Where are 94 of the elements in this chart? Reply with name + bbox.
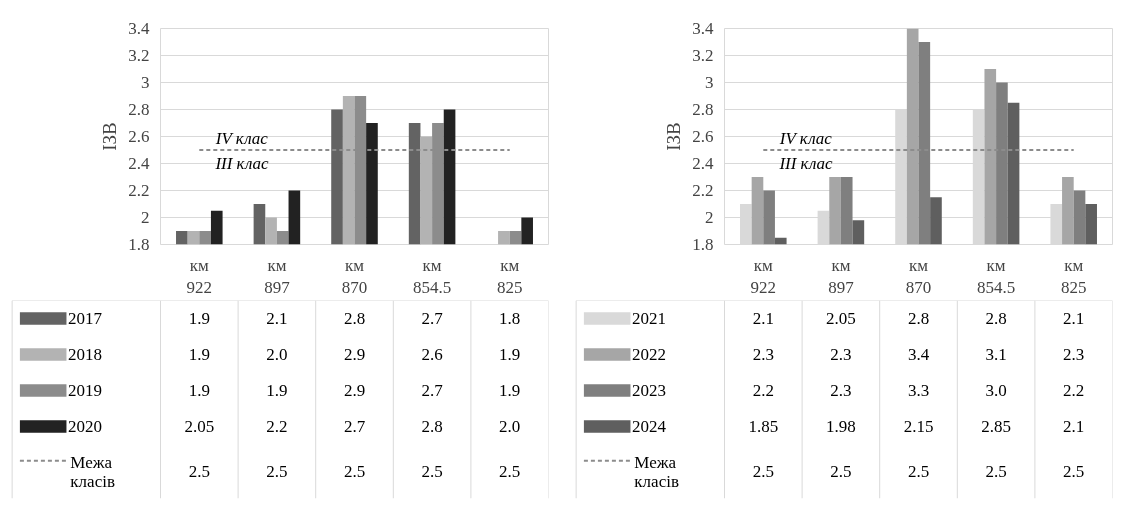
y-tick-label: 3	[141, 73, 150, 92]
annotation: IV клас	[214, 129, 269, 148]
data-label: 2.5	[907, 462, 930, 481]
data-label: 1.9	[499, 381, 521, 400]
data-label: 2.6	[421, 345, 443, 364]
data-label: 2.5	[499, 462, 521, 481]
x-tick-label: км 922	[750, 255, 777, 298]
data-label: 2.0	[499, 417, 521, 436]
legend-label: 2020	[68, 417, 103, 436]
y-tick-label: 3.2	[692, 46, 714, 65]
y-tick-label: 2.2	[128, 181, 150, 200]
y-tick-label: 3.4	[692, 19, 714, 38]
legend-label: 2023	[632, 381, 667, 400]
data-label: 2.5	[1063, 462, 1085, 481]
annotation: IV клас	[778, 129, 833, 148]
x-tick-label: км 854.5	[976, 255, 1016, 298]
data-label: 2.7	[421, 309, 444, 328]
x-tick-label: км 897	[828, 255, 855, 298]
data-label: 2.9	[343, 345, 366, 364]
y-tick-label: 3.2	[128, 46, 150, 65]
y-tick-label: 2.2	[692, 181, 714, 200]
y-tick-label: 2	[705, 208, 714, 227]
data-label: 2.5	[188, 462, 210, 481]
legend-label: 2018	[68, 345, 103, 364]
data-label: 1.9	[188, 309, 210, 328]
data-label: 2.5	[985, 462, 1007, 481]
annotation: III клас	[778, 154, 834, 173]
data-label: 3.0	[985, 381, 1007, 400]
annotation: III клас	[214, 154, 270, 173]
y-axis-title: ІЗВ	[99, 122, 121, 151]
x-tick-label: км 825	[496, 255, 523, 298]
data-label: 2.5	[830, 462, 852, 481]
data-label: 2.9	[343, 381, 366, 400]
x-tick-label: км 870	[341, 255, 368, 298]
data-label: 2.3	[830, 345, 852, 364]
data-label: 2.2	[752, 381, 774, 400]
data-label: 2.2	[266, 417, 288, 436]
data-label: 2.1	[752, 309, 774, 328]
data-label: 3.1	[985, 345, 1007, 364]
data-label: 2.2	[1063, 381, 1085, 400]
data-label: 2.8	[907, 309, 930, 328]
data-label: 2.1	[1063, 417, 1085, 436]
y-tick-label: 2	[141, 208, 150, 227]
data-label: 2.3	[1063, 345, 1085, 364]
x-tick-label: км 870	[905, 255, 932, 298]
legend-label: Межа класів	[70, 452, 115, 491]
legend-label: 2024	[632, 417, 667, 436]
y-tick-label: 1.8	[692, 235, 714, 254]
data-label: 2.0	[266, 345, 288, 364]
data-label: 2.8	[343, 309, 366, 328]
data-label: 2.5	[266, 462, 288, 481]
data-label: 2.7	[421, 381, 444, 400]
data-label: 1.8	[499, 309, 521, 328]
data-label: 1.98	[826, 417, 856, 436]
data-label: 3.4	[907, 345, 930, 364]
legend-label: 2021	[632, 309, 667, 328]
y-tick-label: 2.8	[692, 100, 714, 119]
y-tick-label: 3	[705, 73, 714, 92]
y-tick-label: 2.4	[692, 154, 714, 173]
data-label: 2.1	[266, 309, 288, 328]
y-tick-label: 2.6	[128, 127, 150, 146]
data-label: 1.9	[499, 345, 521, 364]
data-label: 2.3	[752, 345, 774, 364]
y-tick-label: 2.8	[128, 100, 150, 119]
legend-label: Межа класів	[634, 452, 679, 491]
data-label: 2.85	[981, 417, 1011, 436]
y-tick-label: 2.4	[128, 154, 150, 173]
data-label: 2.05	[184, 417, 215, 436]
data-label: 2.5	[421, 462, 443, 481]
data-label: 2.8	[421, 417, 443, 436]
data-label: 2.5	[343, 462, 366, 481]
data-label: 1.85	[748, 417, 779, 436]
data-label: 2.15	[903, 417, 934, 436]
legend-label: 2019	[68, 381, 103, 400]
y-tick-label: 2.6	[692, 127, 714, 146]
data-label: 3.3	[907, 381, 930, 400]
y-tick-label: 1.8	[128, 235, 150, 254]
data-label: 1.9	[188, 345, 210, 364]
x-tick-label: км 922	[186, 255, 213, 298]
x-tick-label: км 897	[264, 255, 291, 298]
x-tick-label: км 825	[1060, 255, 1087, 298]
data-label: 2.7	[343, 417, 366, 436]
data-label: 2.5	[752, 462, 774, 481]
data-label: 2.8	[985, 309, 1007, 328]
data-label: 1.9	[266, 381, 288, 400]
data-label: 1.9	[188, 381, 210, 400]
legend-label: 2017	[68, 309, 103, 328]
y-axis-title: ІЗВ	[663, 122, 685, 151]
data-label: 2.05	[826, 309, 856, 328]
x-tick-label: км 854.5	[412, 255, 452, 298]
data-label: 2.3	[830, 381, 852, 400]
y-tick-label: 3.4	[128, 19, 150, 38]
data-label: 2.1	[1063, 309, 1085, 328]
legend-label: 2022	[632, 345, 667, 364]
